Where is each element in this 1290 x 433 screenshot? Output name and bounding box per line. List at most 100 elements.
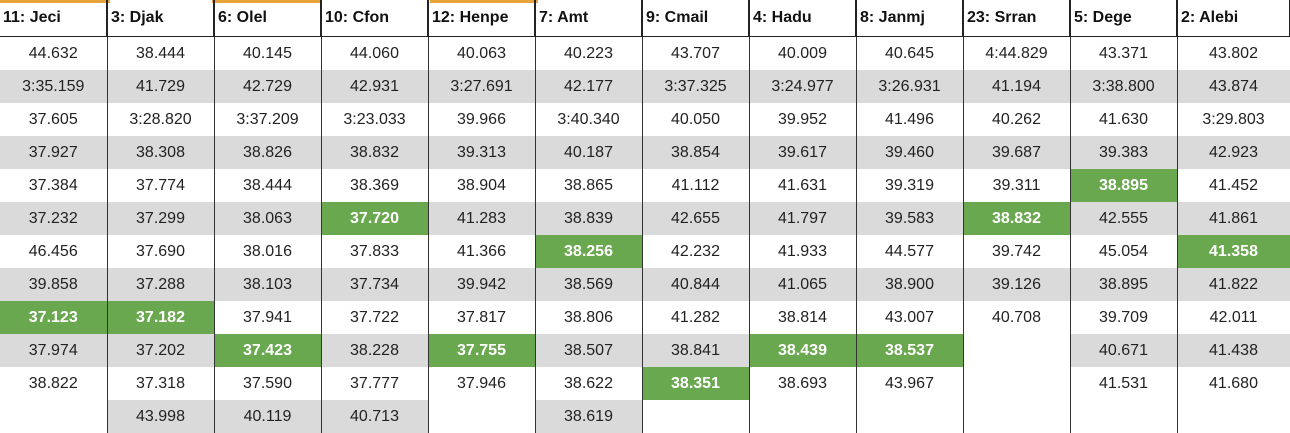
lap-time-cell: 42.655 (642, 202, 749, 235)
column-header: 8: Janmj (856, 0, 963, 37)
lap-time-cell: 43.007 (856, 301, 963, 334)
lap-time-cell: 37.722 (321, 301, 428, 334)
column-header: 7: Amt (535, 0, 642, 37)
lap-time-cell: 39.311 (963, 169, 1070, 202)
lap-time-cell: 39.687 (963, 136, 1070, 169)
lap-time-cell: 41.282 (642, 301, 749, 334)
lap-time-cell: 41.112 (642, 169, 749, 202)
lap-time-cell: 38.619 (535, 400, 642, 433)
lap-time-cell: 4:44.829 (963, 37, 1070, 71)
lap-time-cell: 3:38.800 (1070, 70, 1177, 103)
lap-time-cell: 38.900 (856, 268, 963, 301)
column-header: 4: Hadu (749, 0, 856, 37)
lap-time-cell: 38.444 (214, 169, 321, 202)
lap-time-cell (0, 400, 107, 433)
lap-time-cell: 37.590 (214, 367, 321, 400)
lap-time-cell: 39.942 (428, 268, 535, 301)
lap-time-cell: 38.832 (321, 136, 428, 169)
lap-time-cell: 38.832 (963, 202, 1070, 235)
lap-time-cell: 41.358 (1177, 235, 1290, 268)
lap-time-cell: 41.496 (856, 103, 963, 136)
lap-time-cell: 40.119 (214, 400, 321, 433)
lap-time-cell: 3:35.159 (0, 70, 107, 103)
lap-time-cell: 38.904 (428, 169, 535, 202)
lap-time-cell: 40.708 (963, 301, 1070, 334)
lap-time-cell: 43.998 (107, 400, 214, 433)
lap-time-cell: 40.050 (642, 103, 749, 136)
lap-time-cell: 37.720 (321, 202, 428, 235)
lap-time-cell: 40.187 (535, 136, 642, 169)
lap-time-cell: 38.308 (107, 136, 214, 169)
lap-time-cell: 38.228 (321, 334, 428, 367)
lap-time-cell: 43.874 (1177, 70, 1290, 103)
lap-time-cell: 3:26.931 (856, 70, 963, 103)
lap-time-cell: 37.318 (107, 367, 214, 400)
lap-time-cell: 37.817 (428, 301, 535, 334)
lap-time-cell: 40.645 (856, 37, 963, 71)
lap-time-cell: 41.797 (749, 202, 856, 235)
lap-time-cell: 41.366 (428, 235, 535, 268)
lap-time-cell: 3:40.340 (535, 103, 642, 136)
lap-time-cell: 37.123 (0, 301, 107, 334)
lap-time-cell: 41.631 (749, 169, 856, 202)
column-header: 10: Cfon (321, 0, 428, 37)
lap-time-cell: 43.967 (856, 367, 963, 400)
lap-time-cell: 39.126 (963, 268, 1070, 301)
lap-time-cell (963, 334, 1070, 367)
lap-time-cell: 40.063 (428, 37, 535, 71)
lap-time-cell: 39.583 (856, 202, 963, 235)
lap-time-cell: 44.632 (0, 37, 107, 71)
column-header: 6: Olel (214, 0, 321, 37)
lap-time-cell: 37.605 (0, 103, 107, 136)
lap-time-cell: 41.283 (428, 202, 535, 235)
lap-time-cell (749, 400, 856, 433)
lap-time-cell: 38.814 (749, 301, 856, 334)
lap-time-cell: 45.054 (1070, 235, 1177, 268)
column-header: 9: Cmail (642, 0, 749, 37)
lap-time-cell (856, 400, 963, 433)
lap-time-cell: 39.313 (428, 136, 535, 169)
lap-time-cell: 37.423 (214, 334, 321, 367)
lap-time-cell: 37.288 (107, 268, 214, 301)
lap-time-cell: 38.895 (1070, 268, 1177, 301)
lap-time-cell: 38.839 (535, 202, 642, 235)
lap-time-cell: 38.537 (856, 334, 963, 367)
lap-time-cell: 40.223 (535, 37, 642, 71)
lap-time-cell (1177, 400, 1290, 433)
lap-time-cell: 3:23.033 (321, 103, 428, 136)
lap-time-cell: 39.952 (749, 103, 856, 136)
lap-time-cell: 37.833 (321, 235, 428, 268)
lap-time-cell (1070, 400, 1177, 433)
lap-time-cell: 37.202 (107, 334, 214, 367)
lap-time-cell: 43.802 (1177, 37, 1290, 71)
lap-time-cell: 37.774 (107, 169, 214, 202)
column-header: 3: Djak (107, 0, 214, 37)
lap-time-cell (963, 400, 1070, 433)
lap-time-cell: 40.262 (963, 103, 1070, 136)
lap-time-cell: 38.622 (535, 367, 642, 400)
lap-time-cell: 40.671 (1070, 334, 1177, 367)
lap-time-cell: 37.384 (0, 169, 107, 202)
lap-time-cell: 41.531 (1070, 367, 1177, 400)
column-header: 23: Srran (963, 0, 1070, 37)
lap-time-cell: 38.103 (214, 268, 321, 301)
lap-time-cell: 42.011 (1177, 301, 1290, 334)
lap-time-cell: 42.931 (321, 70, 428, 103)
lap-time-cell: 37.777 (321, 367, 428, 400)
lap-time-cell: 41.630 (1070, 103, 1177, 136)
lap-time-cell: 42.923 (1177, 136, 1290, 169)
lap-time-cell: 40.009 (749, 37, 856, 71)
lap-time-cell: 38.693 (749, 367, 856, 400)
lap-time-cell: 38.256 (535, 235, 642, 268)
